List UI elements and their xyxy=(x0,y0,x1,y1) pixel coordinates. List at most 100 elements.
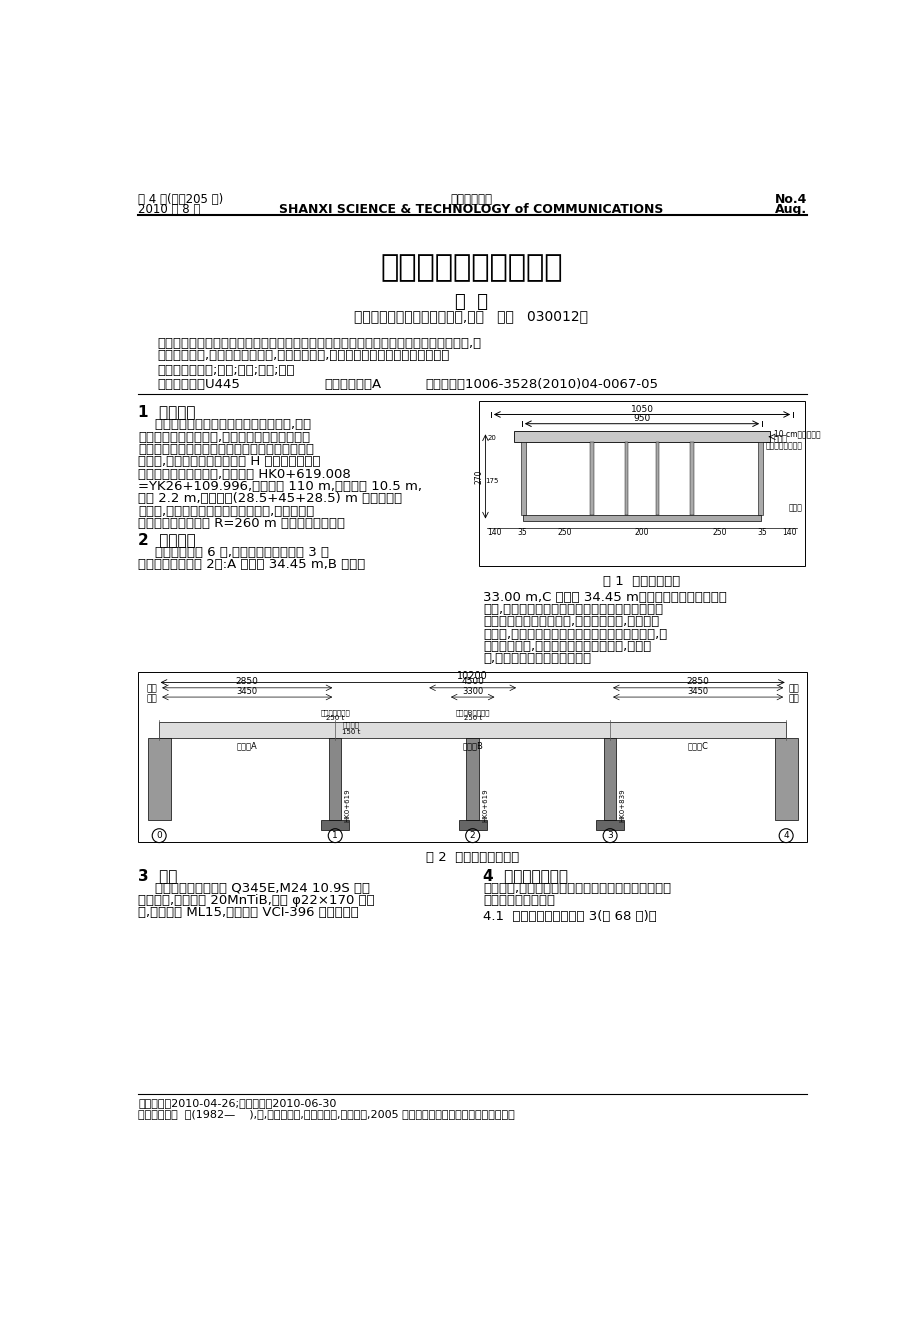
Text: 梁高 2.2 m,上部采用(28.5+45+28.5) m 钢砼组合箱: 梁高 2.2 m,上部采用(28.5+45+28.5) m 钢砼组合箱 xyxy=(138,492,402,505)
Bar xyxy=(520,442,525,515)
Text: 强度螺栓,其材质为 20MnTiB,采用 φ22×170 剪力: 强度螺栓,其材质为 20MnTiB,采用 φ22×170 剪力 xyxy=(138,894,374,907)
Text: Aug.: Aug. xyxy=(774,203,806,217)
Text: 山西交通科技: 山西交通科技 xyxy=(450,193,492,206)
Text: 上顶反力
150 t: 上顶反力 150 t xyxy=(341,722,359,735)
Text: 200: 200 xyxy=(634,528,649,537)
Text: =YK26+109.996,桥梁全长 110 m,桥面净宽 10.5 m,: =YK26+109.996,桥梁全长 110 m,桥面净宽 10.5 m, xyxy=(138,480,422,493)
Bar xyxy=(138,673,806,842)
Text: 砂及防腐处理,再用大吨位吊车分节吊装,节段栓: 砂及防腐处理,再用大吨位吊车分节吊装,节段栓 xyxy=(482,640,651,653)
Bar xyxy=(329,738,341,821)
Text: 3: 3 xyxy=(607,831,612,841)
Bar xyxy=(596,821,623,830)
Text: 33.00 m,C 制作段 34.45 m。两联之间采用联梁进行: 33.00 m,C 制作段 34.45 m。两联之间采用联梁进行 xyxy=(482,591,726,604)
Text: 3450: 3450 xyxy=(236,686,257,696)
Text: 摘要：钢箱梁的加工制作、拼装、焊接、防腐处理及架设施工要求精度高、技术难度较大,在: 摘要：钢箱梁的加工制作、拼装、焊接、防腐处理及架设施工要求精度高、技术难度较大,… xyxy=(157,336,482,350)
Text: 秦城枢纽互通立交桥位于秦城乡部落村,为忻: 秦城枢纽互通立交桥位于秦城乡部落村,为忻 xyxy=(138,419,311,431)
Text: 临时墩上顶反力: 临时墩上顶反力 xyxy=(320,710,350,717)
Bar xyxy=(159,722,786,738)
Text: 文献标识码：A: 文献标识码：A xyxy=(323,378,381,391)
Text: 2: 2 xyxy=(470,831,475,841)
Text: 制作段C: 制作段C xyxy=(686,741,708,750)
Bar xyxy=(466,738,479,821)
Text: 现浇混凝土桥面板: 现浇混凝土桥面板 xyxy=(765,442,801,451)
Text: 2010 年 8 月: 2010 年 8 月 xyxy=(138,203,200,217)
Text: 3300: 3300 xyxy=(461,686,482,696)
Text: 忻太
高速: 忻太 高速 xyxy=(788,684,799,704)
Text: 0: 0 xyxy=(156,831,162,841)
Text: 图 1  桥梁横断面图: 图 1 桥梁横断面图 xyxy=(603,576,680,588)
Text: 第 4 期(总第205 期): 第 4 期(总第205 期) xyxy=(138,193,223,206)
Text: 2850: 2850 xyxy=(686,677,709,686)
Text: 4500: 4500 xyxy=(460,677,483,686)
Text: 忻阜
高速: 忻阜 高速 xyxy=(146,684,156,704)
Text: 浅谈钢箱梁桥施工技术: 浅谈钢箱梁桥施工技术 xyxy=(380,253,562,282)
Text: 制作段加工（见图 2）:A 制作段 34.45 m,B 制作段: 制作段加工（见图 2）:A 制作段 34.45 m,B 制作段 xyxy=(138,559,365,572)
Text: HK0+619: HK0+619 xyxy=(482,789,487,822)
Text: 速公路,为国家重点工程。其中 H 匝道钢箱梁为跨: 速公路,为国家重点工程。其中 H 匝道钢箱梁为跨 xyxy=(138,455,321,468)
Text: 地胎模,在地胎模上拼装、焊接底板、腹板及隔板,打: 地胎模,在地胎模上拼装、焊接底板、腹板及隔板,打 xyxy=(482,628,666,641)
Text: 175: 175 xyxy=(484,477,498,484)
Text: 关键词：钢箱梁;施工;技术;架设;方案: 关键词：钢箱梁;施工;技术;架设;方案 xyxy=(157,364,295,378)
Text: 35: 35 xyxy=(516,528,527,537)
Bar xyxy=(655,442,659,515)
Text: 4  钢箱梁制作工艺: 4 钢箱梁制作工艺 xyxy=(482,868,568,883)
Text: 文章编号：1006-3528(2010)04-0067-05: 文章编号：1006-3528(2010)04-0067-05 xyxy=(425,378,657,391)
Bar xyxy=(147,738,171,821)
Text: 2850: 2850 xyxy=(235,677,258,686)
Text: 高速公路和正在修建的忻州至保德、忻州至阜平高: 高速公路和正在修建的忻州至保德、忻州至阜平高 xyxy=(138,443,314,456)
Text: 20: 20 xyxy=(487,435,495,440)
Text: 所有钢材主要材质为 Q345E,M24 10.9S 级高: 所有钢材主要材质为 Q345E,M24 10.9S 级高 xyxy=(138,882,369,895)
Text: 临时墩B上顶反力: 临时墩B上顶反力 xyxy=(455,710,490,717)
Text: 防水屋: 防水屋 xyxy=(773,435,787,444)
Text: HK0+619: HK0+619 xyxy=(344,789,350,822)
Bar xyxy=(589,442,593,515)
Bar xyxy=(514,431,769,442)
Text: 1: 1 xyxy=(332,831,338,841)
Text: 1  工程概况: 1 工程概况 xyxy=(138,404,196,419)
Text: 950: 950 xyxy=(632,414,650,423)
Text: 1050: 1050 xyxy=(630,404,652,414)
Text: 左右幅共两联 6 段,单联根据吊装重量分 3 个: 左右幅共两联 6 段,单联根据吊装重量分 3 个 xyxy=(138,547,329,559)
Text: 范及行业标准要求。: 范及行业标准要求。 xyxy=(482,894,554,907)
Text: HK0+839: HK0+839 xyxy=(618,789,625,822)
Text: 板式桥台。本桥位于 R=260 m 的左偏圆曲线上。: 板式桥台。本桥位于 R=260 m 的左偏圆曲线上。 xyxy=(138,517,345,529)
Text: 葛  芸: 葛 芸 xyxy=(455,293,487,311)
Text: 制作段B: 制作段B xyxy=(461,741,482,750)
Text: 2  施工方案: 2 施工方案 xyxy=(138,532,196,547)
Text: 越大运高速公路跨线桥,交叉桩号 HK0+619.008: 越大运高速公路跨线桥,交叉桩号 HK0+619.008 xyxy=(138,468,351,480)
Bar xyxy=(321,821,349,830)
Bar xyxy=(459,821,486,830)
Text: 4.1  钢箱梁制作工艺见图 3(第 68 页)。: 4.1 钢箱梁制作工艺见图 3(第 68 页)。 xyxy=(482,910,656,923)
Bar xyxy=(624,442,628,515)
Text: 250 t: 250 t xyxy=(325,716,344,721)
Text: 州至阜平高速公路起点,该枢纽连接已建成的大运: 州至阜平高速公路起点,该枢纽连接已建成的大运 xyxy=(138,431,310,444)
Text: （山西省交通规划勘察设计院,山西   太原   030012）: （山西省交通规划勘察设计院,山西 太原 030012） xyxy=(354,309,588,323)
Bar xyxy=(603,738,616,821)
Text: 钉,其材料为 ML15,喷涂采用 VCI-396 金属防腐涂: 钉,其材料为 ML15,喷涂采用 VCI-396 金属防腐涂 xyxy=(138,907,358,919)
Text: 250 t: 250 t xyxy=(463,716,482,721)
Bar xyxy=(523,515,760,521)
Text: 中图分类号：U445: 中图分类号：U445 xyxy=(157,378,240,391)
Text: 270: 270 xyxy=(474,469,483,484)
Text: 收稿日期：2010-04-26;修回日期：2010-06-30: 收稿日期：2010-04-26;修回日期：2010-06-30 xyxy=(138,1099,336,1108)
Text: 料专用漆,焊条、焊剂、焊丝等符合设计文件、国家规: 料专用漆,焊条、焊剂、焊丝等符合设计文件、国家规 xyxy=(482,882,671,895)
Text: SHANXI SCIENCE & TECHNOLOGY of COMMUNICATIONS: SHANXI SCIENCE & TECHNOLOGY of COMMUNICA… xyxy=(279,203,663,217)
Text: 4: 4 xyxy=(782,831,789,841)
Text: 35: 35 xyxy=(756,528,766,537)
Bar xyxy=(479,400,804,567)
Text: 10 cm沥青混凝土: 10 cm沥青混凝土 xyxy=(773,430,820,438)
Bar xyxy=(774,738,797,821)
Text: 140: 140 xyxy=(487,528,502,537)
Text: 梁结构,下部结构桥墩采用花瓶式桥墩,桥台采用肋: 梁结构,下部结构桥墩采用花瓶式桥墩,桥台采用肋 xyxy=(138,504,314,517)
Text: 250: 250 xyxy=(557,528,571,537)
Text: 140: 140 xyxy=(781,528,796,537)
Text: 10200: 10200 xyxy=(457,670,487,681)
Text: No.4: No.4 xyxy=(774,193,806,206)
Text: 3450: 3450 xyxy=(686,686,708,696)
Text: 图 2  钢箱梁架设方案图: 图 2 钢箱梁架设方案图 xyxy=(425,851,518,864)
Text: 钢箱梁: 钢箱梁 xyxy=(788,503,801,512)
Text: 3  材料: 3 材料 xyxy=(138,868,177,883)
Text: 施工的过程中,不断优化施工工艺,完善架设方案,对保证质量、安全起到重要作用。: 施工的过程中,不断优化施工工艺,完善架设方案,对保证质量、安全起到重要作用。 xyxy=(157,348,449,362)
Bar xyxy=(757,442,762,515)
Text: 工车间内分段制作好梁节,再运输至现场,现场制作: 工车间内分段制作好梁节,再运输至现场,现场制作 xyxy=(482,616,659,629)
